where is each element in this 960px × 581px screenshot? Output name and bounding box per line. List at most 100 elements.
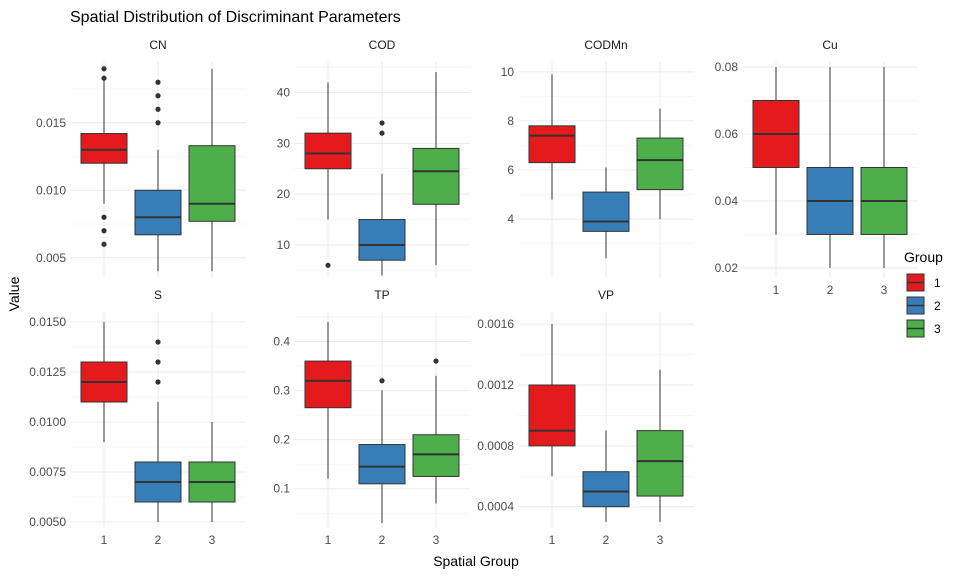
y-tick-label: 20 bbox=[277, 187, 291, 201]
y-tick-label: 0.08 bbox=[715, 60, 739, 74]
facet-strip-label: CN bbox=[149, 38, 166, 52]
box-group-2 bbox=[358, 378, 406, 524]
iqr-box bbox=[582, 471, 630, 508]
box-group-2 bbox=[358, 120, 406, 276]
box-group-2 bbox=[134, 339, 182, 522]
facet-strip-label: COD bbox=[369, 38, 396, 52]
y-tick-label: 0.0008 bbox=[477, 439, 514, 453]
x-tick-label: 2 bbox=[379, 533, 386, 547]
y-tick-label: 40 bbox=[277, 85, 291, 99]
y-tick-label: 0.015 bbox=[36, 116, 66, 130]
legend-label: 2 bbox=[934, 299, 941, 313]
x-axis-title: Spatial Group bbox=[433, 553, 519, 569]
facet-panels: CN 0.005 0.010 0.015 COD 10 20 30 40 CODMn 4 6 8 10 Cu… bbox=[29, 38, 918, 547]
facet-strip-label: S bbox=[154, 288, 162, 302]
x-tick-label: 3 bbox=[209, 533, 216, 547]
y-tick-label: 0.0050 bbox=[29, 515, 66, 529]
iqr-box bbox=[304, 132, 352, 170]
facet-cn: CN 0.005 0.010 0.015 bbox=[36, 38, 246, 278]
facet-codmn: CODMn 4 6 8 10 bbox=[501, 38, 694, 278]
box-group-3 bbox=[412, 72, 460, 266]
y-tick-label: 4 bbox=[507, 212, 514, 226]
outlier-point bbox=[101, 66, 107, 72]
facet-cu: Cu 0.02 0.04 0.06 0.08 1 2 3 bbox=[715, 38, 918, 297]
iqr-box bbox=[134, 189, 182, 236]
outlier-point bbox=[379, 378, 385, 384]
legend-item-3: 3 bbox=[906, 319, 941, 338]
outlier-point bbox=[155, 79, 161, 85]
y-tick-label: 0.02 bbox=[715, 261, 739, 275]
y-tick-label: 8 bbox=[507, 114, 514, 128]
outlier-point bbox=[433, 358, 439, 364]
x-tick-label: 1 bbox=[101, 533, 108, 547]
y-tick-label: 0.0150 bbox=[29, 315, 66, 329]
legend-item-1: 1 bbox=[906, 273, 941, 292]
iqr-box bbox=[358, 219, 406, 261]
y-tick-label: 10 bbox=[277, 238, 291, 252]
box-group-3 bbox=[188, 422, 236, 522]
y-tick-label: 0.06 bbox=[715, 127, 739, 141]
legend-label: 3 bbox=[934, 322, 941, 336]
iqr-box bbox=[528, 125, 576, 164]
iqr-box bbox=[412, 147, 460, 205]
box-group-2 bbox=[582, 167, 630, 259]
facet-s: S 0.0050 0.0075 0.0100 0.0125 0.0150 1 2 3 bbox=[29, 288, 246, 547]
facet-cod: COD 10 20 30 40 bbox=[277, 38, 470, 278]
box-group-1 bbox=[304, 82, 352, 268]
facet-vp: VP 0.0004 0.0008 0.0012 0.0016 1 2 3 bbox=[477, 288, 694, 547]
outlier-point bbox=[101, 241, 107, 247]
legend-item-2: 2 bbox=[906, 296, 941, 315]
y-tick-label: 0.2 bbox=[273, 433, 290, 447]
box-group-3 bbox=[188, 68, 236, 272]
y-tick-label: 0.1 bbox=[273, 482, 290, 496]
box-group-1 bbox=[528, 74, 576, 200]
y-tick-label: 0.0075 bbox=[29, 465, 66, 479]
iqr-box bbox=[636, 430, 684, 497]
x-tick-label: 2 bbox=[603, 533, 610, 547]
iqr-box bbox=[412, 434, 460, 477]
iqr-box bbox=[636, 137, 684, 191]
box-group-3 bbox=[636, 369, 684, 522]
y-tick-label: 0.005 bbox=[36, 251, 66, 265]
box-group-1 bbox=[80, 66, 128, 247]
iqr-box bbox=[582, 191, 630, 232]
outlier-point bbox=[155, 120, 161, 126]
y-tick-label: 10 bbox=[501, 65, 515, 79]
x-tick-label: 2 bbox=[155, 533, 162, 547]
box-group-1 bbox=[752, 67, 800, 235]
y-tick-label: 0.4 bbox=[273, 334, 290, 348]
box-group-2 bbox=[134, 79, 182, 272]
facet-strip-label: TP bbox=[374, 288, 389, 302]
x-tick-label: 1 bbox=[773, 283, 780, 297]
box-group-3 bbox=[412, 358, 460, 504]
box-group-1 bbox=[528, 324, 576, 477]
outlier-point bbox=[155, 379, 161, 385]
iqr-box bbox=[304, 360, 352, 409]
x-tick-label: 1 bbox=[325, 533, 332, 547]
y-tick-label: 0.3 bbox=[273, 384, 290, 398]
outlier-point bbox=[101, 228, 107, 234]
y-tick-label: 0.0125 bbox=[29, 365, 66, 379]
legend-items: 1 2 3 bbox=[906, 273, 941, 338]
outlier-point bbox=[379, 120, 385, 126]
iqr-box bbox=[528, 384, 576, 447]
facet-strip-label: CODMn bbox=[584, 38, 627, 52]
y-axis-title: Value bbox=[6, 276, 22, 311]
facet-strip-label: VP bbox=[598, 288, 614, 302]
outlier-point bbox=[325, 262, 331, 268]
box-group-2 bbox=[582, 430, 630, 522]
iqr-box bbox=[188, 145, 236, 222]
x-tick-label: 2 bbox=[827, 283, 834, 297]
x-tick-label: 3 bbox=[881, 283, 888, 297]
box-group-1 bbox=[304, 321, 352, 479]
facet-tp: TP 0.1 0.2 0.3 0.4 1 2 3 bbox=[273, 288, 470, 547]
x-tick-label: 1 bbox=[549, 533, 556, 547]
y-tick-label: 0.0004 bbox=[477, 500, 514, 514]
legend: Group 1 2 3 bbox=[904, 249, 943, 338]
box-group-1 bbox=[80, 322, 128, 442]
box-group-3 bbox=[636, 108, 684, 220]
outlier-point bbox=[155, 106, 161, 112]
facet-strip-label: Cu bbox=[822, 38, 837, 52]
legend-title: Group bbox=[904, 249, 943, 265]
